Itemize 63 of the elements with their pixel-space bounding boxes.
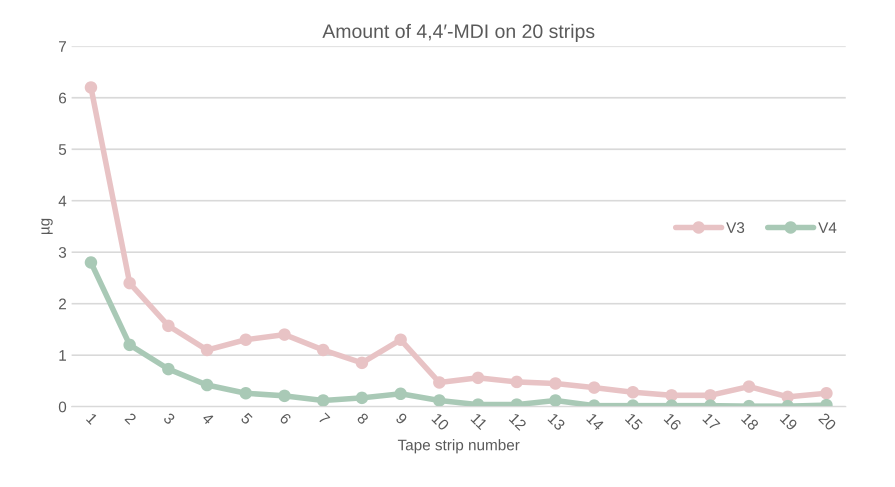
point — [278, 328, 291, 341]
point — [240, 333, 252, 346]
legend-label: V3 — [726, 222, 744, 233]
x-axis-title: Tape strip number — [398, 439, 520, 454]
point — [123, 338, 136, 352]
point — [549, 394, 562, 407]
point — [162, 362, 175, 376]
point — [162, 320, 175, 332]
point — [316, 344, 330, 356]
point — [704, 389, 717, 402]
y-tick-label: 2 — [59, 298, 66, 310]
point — [200, 378, 214, 392]
x-tick-label: 6 — [279, 412, 292, 425]
y-tick-label: 1 — [59, 350, 66, 361]
point — [123, 276, 136, 290]
point — [820, 387, 833, 400]
x-tick-label: 20 — [818, 412, 837, 432]
y-tick-label: 0 — [58, 402, 66, 412]
point — [394, 388, 407, 400]
x-tick-label: 18 — [740, 412, 760, 431]
y-tick-label: 7 — [59, 41, 66, 52]
x-tick-label: 9 — [395, 412, 408, 425]
x-tick-label: 2 — [124, 412, 137, 425]
y-tick-label: 3 — [58, 247, 66, 258]
x-tick-label: 3 — [162, 412, 176, 425]
x-tick-label: 12 — [508, 412, 527, 431]
point — [472, 372, 484, 384]
point — [742, 380, 756, 393]
x-tick-label: 7 — [318, 412, 330, 425]
x-tick-label: 8 — [356, 412, 370, 425]
y-tick-label: 5 — [58, 144, 66, 155]
chart-title: Amount of 4,4′-MDI on 20 strips — [322, 24, 594, 42]
point — [84, 256, 98, 269]
x-tick-label: 17 — [702, 412, 720, 431]
legend-label: V4 — [818, 222, 836, 233]
point — [200, 344, 214, 356]
x-tick-label: 16 — [664, 412, 682, 431]
x-tick-label: 1 — [86, 412, 98, 425]
point — [549, 377, 562, 390]
point — [278, 390, 291, 402]
point — [626, 386, 640, 398]
point — [356, 392, 368, 404]
point — [665, 389, 678, 402]
point — [356, 356, 368, 370]
point — [433, 376, 446, 389]
point — [588, 381, 600, 394]
point — [84, 81, 98, 94]
x-tick-label: 4 — [202, 412, 214, 426]
point — [240, 387, 252, 400]
x-tick-label: 11 — [470, 412, 488, 430]
x-tick-label: 5 — [240, 412, 253, 425]
x-tick-label: 13 — [547, 412, 566, 431]
point — [510, 376, 523, 388]
x-tick-label: 19 — [780, 412, 798, 431]
x-tick-label: 15 — [624, 412, 644, 432]
y-tick-label: 4 — [58, 196, 66, 206]
y-tick-label: 6 — [59, 92, 66, 104]
x-tick-label: 14 — [586, 412, 604, 432]
point — [394, 333, 407, 346]
x-tick-label: 10 — [431, 412, 450, 432]
point — [316, 394, 330, 407]
y-axis-title: µg — [41, 218, 53, 234]
point — [433, 394, 446, 407]
